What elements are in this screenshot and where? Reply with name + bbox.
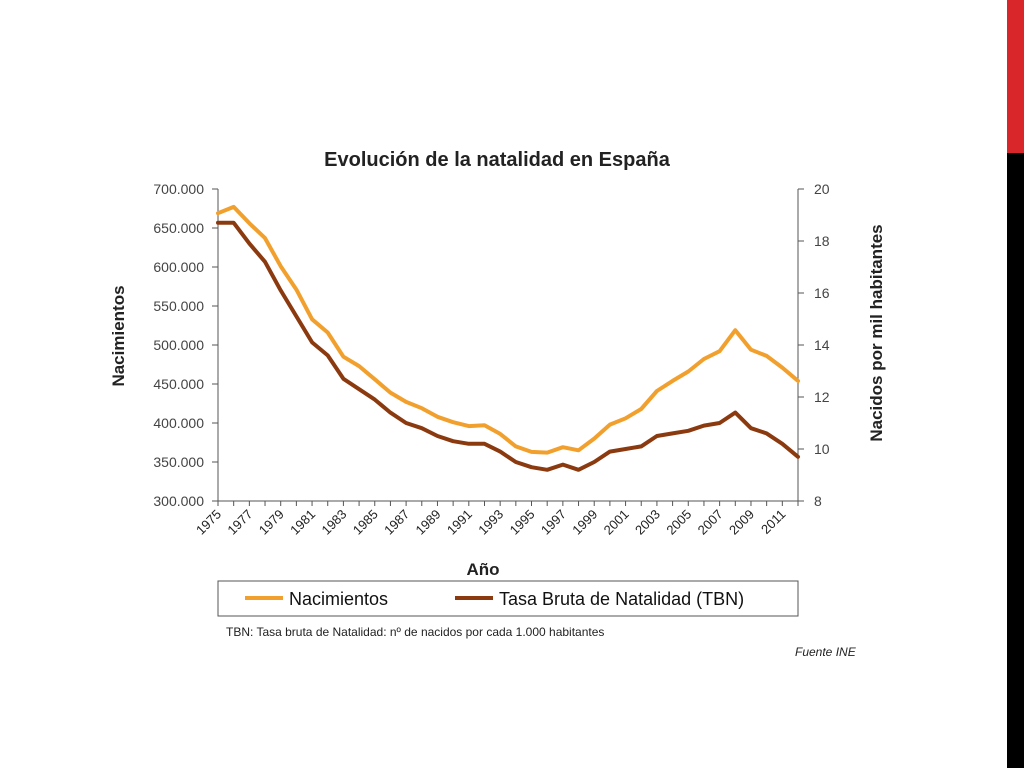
birth-rate-chart: Evolución de la natalidad en España 300.… xyxy=(109,149,886,617)
x-tick-label: 1983 xyxy=(318,507,349,538)
y-tick-label: 600.000 xyxy=(153,259,204,275)
y-tick-label: 700.000 xyxy=(153,181,204,197)
y2-tick-label: 10 xyxy=(814,441,830,457)
x-tick-label: 1987 xyxy=(381,507,412,538)
y-tick-label: 350.000 xyxy=(153,454,204,470)
y2-tick-label: 16 xyxy=(814,285,830,301)
chart-footnote: TBN: Tasa bruta de Natalidad: nº de naci… xyxy=(226,625,605,639)
x-tick-label: 1989 xyxy=(413,507,444,538)
legend-frame xyxy=(217,580,799,617)
x-tick-label: 2007 xyxy=(695,507,726,538)
y-axis-title: Nacimientos xyxy=(109,285,128,386)
source-note: Fuente INE xyxy=(795,645,856,659)
chart-title: Evolución de la natalidad en España xyxy=(324,149,671,171)
slide-edge-red xyxy=(1007,0,1024,153)
x-tick-label: 2009 xyxy=(726,507,757,538)
y2-tick-label: 8 xyxy=(814,493,822,509)
series-line-rate xyxy=(216,220,800,472)
left-y-ticks: 300.000 350.000 400.000 450.000 500.000 550.0… xyxy=(153,181,218,509)
y-tick-label: 500.000 xyxy=(153,337,204,353)
slide-edge-bar xyxy=(1007,0,1024,768)
y-tick-label: 550.000 xyxy=(153,298,204,314)
x-tick-label: 2011 xyxy=(758,507,788,537)
y2-axis-title: Nacidos por mil habitantes xyxy=(867,224,886,441)
y2-tick-label: 12 xyxy=(814,389,830,405)
chart-axes xyxy=(217,189,799,502)
x-axis-title: Año xyxy=(466,560,499,579)
legend-label-births: Nacimientos xyxy=(289,589,388,609)
x-tick-label: 1993 xyxy=(475,507,506,538)
x-tick-label: 1975 xyxy=(193,507,224,538)
y2-tick-label: 14 xyxy=(814,337,830,353)
y-tick-label: 300.000 xyxy=(153,493,204,509)
x-tick-label: 2005 xyxy=(663,507,694,538)
series-lines xyxy=(216,204,800,472)
x-tick-label: 1999 xyxy=(569,507,600,538)
x-tick-label: 2003 xyxy=(632,507,663,538)
legend: Nacimientos Tasa Bruta de Natalidad (TBN… xyxy=(217,580,799,617)
series-line-births xyxy=(216,204,800,455)
x-tick-label: 1981 xyxy=(287,507,318,538)
legend-label-rate: Tasa Bruta de Natalidad (TBN) xyxy=(499,589,744,609)
y-tick-label: 400.000 xyxy=(153,415,204,431)
x-tick-label: 2001 xyxy=(601,507,632,538)
y-tick-label: 450.000 xyxy=(153,376,204,392)
right-y-ticks: 8 10 12 14 16 18 20 xyxy=(798,181,830,509)
x-tick-label: 1979 xyxy=(256,507,287,538)
x-ticks: 1975 1977 1979 1981 1983 1985 1987 1989 1991 1993… xyxy=(193,501,799,538)
y2-tick-label: 20 xyxy=(814,181,830,197)
y2-tick-label: 18 xyxy=(814,233,830,249)
slide-edge-black xyxy=(1007,153,1024,768)
x-tick-label: 1997 xyxy=(538,507,569,538)
x-tick-label: 1991 xyxy=(444,507,475,538)
y-tick-label: 650.000 xyxy=(153,220,204,236)
x-tick-label: 1995 xyxy=(507,507,538,538)
x-tick-label: 1977 xyxy=(224,507,255,538)
x-tick-label: 1985 xyxy=(350,507,381,538)
